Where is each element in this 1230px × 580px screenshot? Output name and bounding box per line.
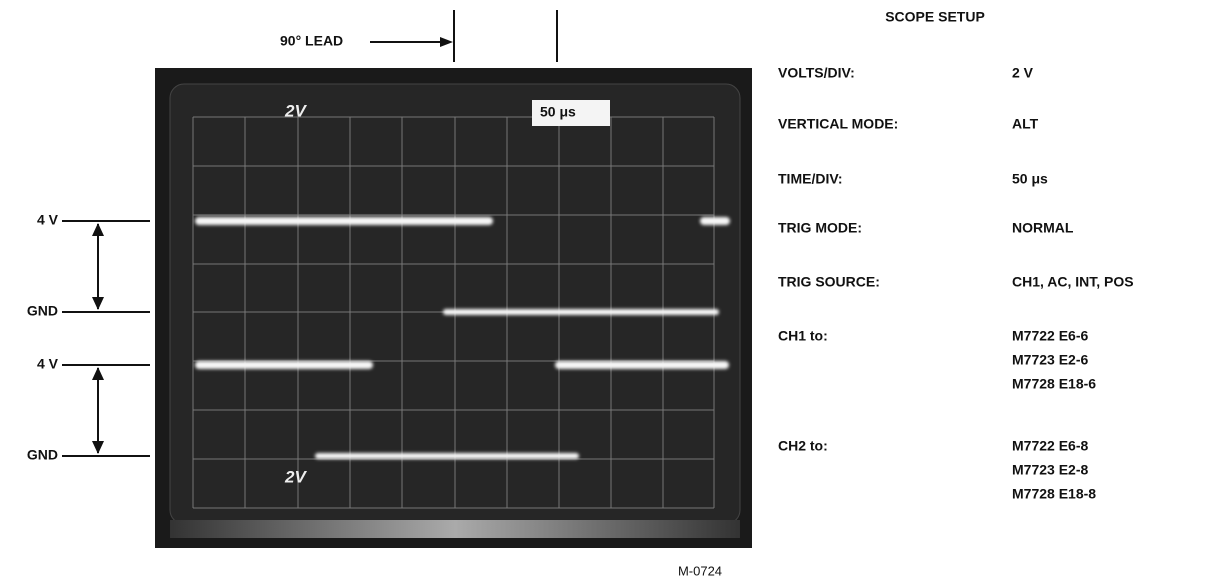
arrow-head bbox=[440, 37, 453, 47]
level-label: 4 V bbox=[37, 212, 59, 228]
level-label: 4 V bbox=[37, 356, 59, 372]
setup-label: CH1 to: bbox=[778, 328, 828, 344]
setup-label: TIME/DIV: bbox=[778, 171, 843, 187]
setup-value: M7723 E2-6 bbox=[1012, 352, 1088, 368]
level-label: GND bbox=[27, 447, 58, 463]
screen-glow bbox=[170, 520, 740, 538]
screen-volts: 2V bbox=[284, 467, 307, 486]
setup-label: VOLTS/DIV: bbox=[778, 65, 855, 81]
setup-value: 50 μs bbox=[1012, 171, 1048, 187]
setup-value: M7723 E2-8 bbox=[1012, 462, 1088, 478]
setup-value: 2 V bbox=[1012, 65, 1034, 81]
setup-title: SCOPE SETUP bbox=[885, 9, 985, 25]
lead-label: 90° LEAD bbox=[280, 33, 343, 49]
setup-value: M7722 E6-8 bbox=[1012, 438, 1088, 454]
setup-value: NORMAL bbox=[1012, 220, 1074, 236]
setup-value: M7722 E6-6 bbox=[1012, 328, 1088, 344]
setup-label: TRIG SOURCE: bbox=[778, 274, 880, 290]
time-box bbox=[532, 100, 610, 126]
setup-value: M7728 E18-6 bbox=[1012, 376, 1096, 392]
level-arrowheads bbox=[92, 223, 104, 454]
setup-value: M7728 E18-8 bbox=[1012, 486, 1096, 502]
setup-value: ALT bbox=[1012, 116, 1039, 132]
screen-time: 50 μs bbox=[540, 104, 576, 120]
traces bbox=[195, 217, 730, 459]
setup-label: CH2 to: bbox=[778, 438, 828, 454]
level-lines bbox=[62, 220, 150, 457]
setup-label: TRIG MODE: bbox=[778, 220, 862, 236]
figure-id: M-0724 bbox=[678, 563, 722, 578]
setup-value: CH1, AC, INT, POS bbox=[1012, 274, 1134, 290]
setup-label: VERTICAL MODE: bbox=[778, 116, 898, 132]
setup-rows: VOLTS/DIV: 2 V VERTICAL MODE: ALT TIME/DIV: 5… bbox=[778, 65, 1134, 502]
screen-volts: 2V bbox=[284, 101, 307, 120]
level-label: GND bbox=[27, 303, 58, 319]
